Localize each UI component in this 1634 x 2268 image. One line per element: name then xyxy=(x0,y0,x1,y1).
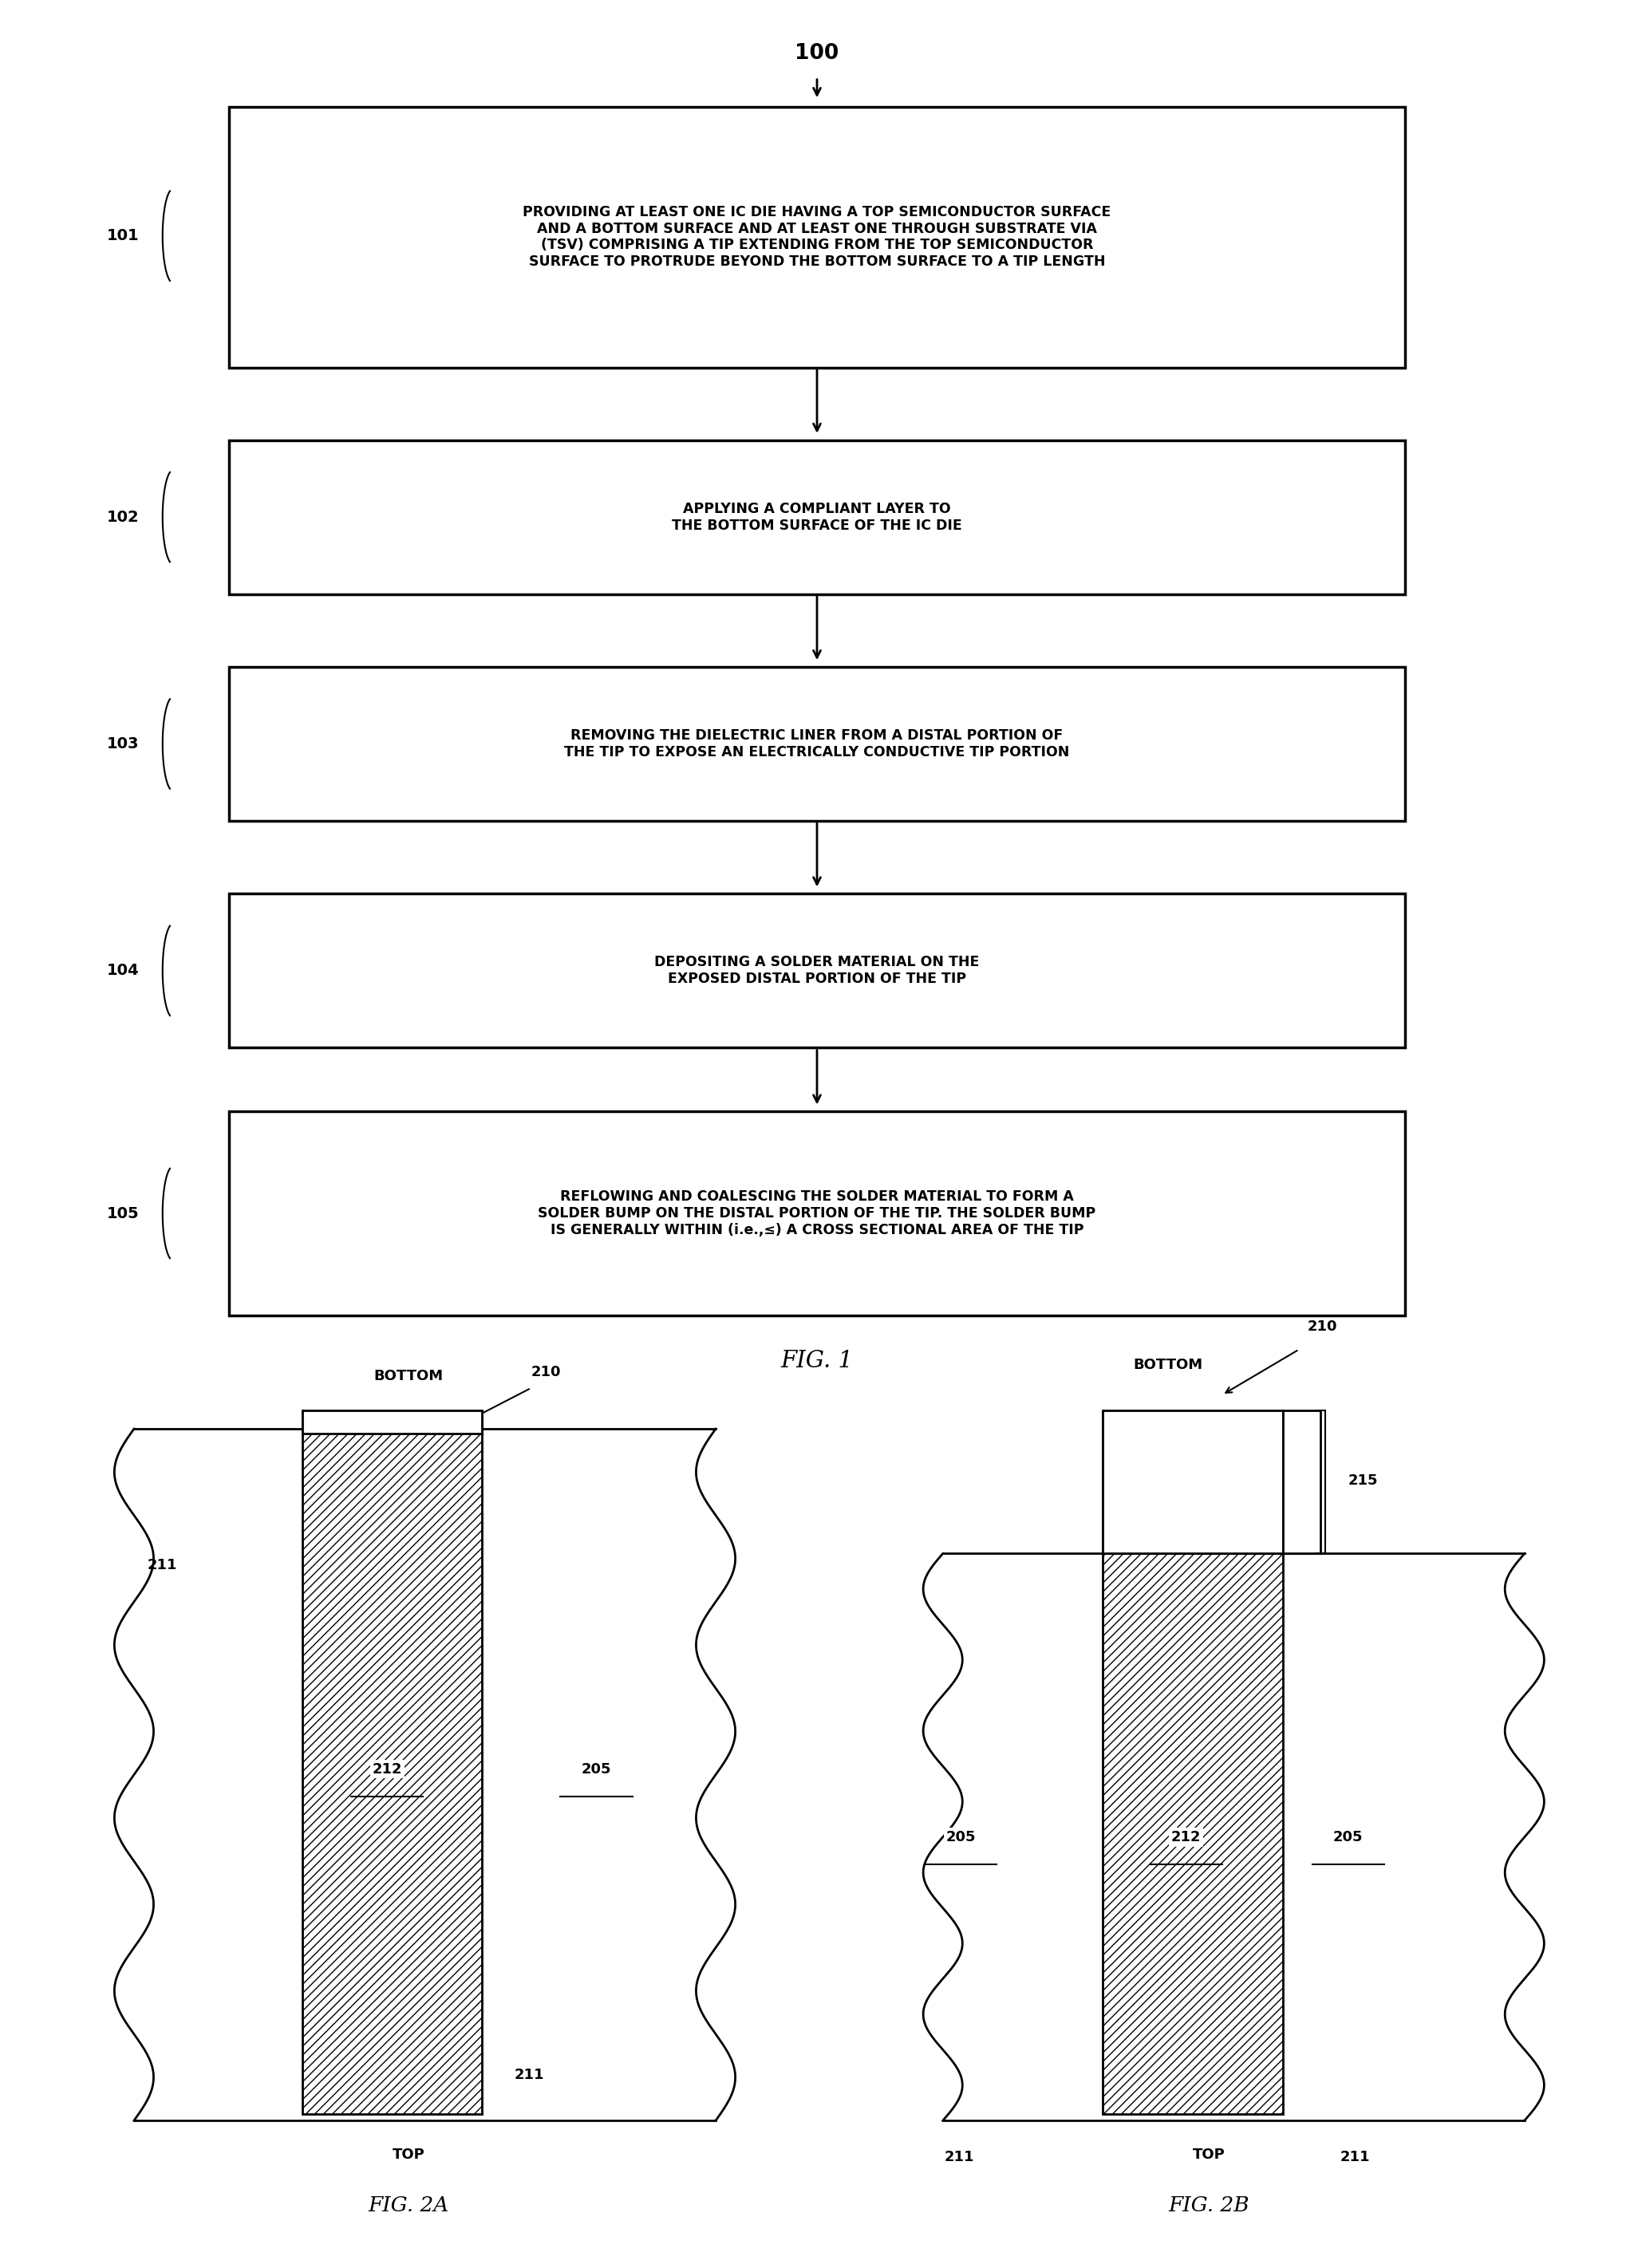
Text: TOP: TOP xyxy=(392,2148,425,2161)
Text: 105: 105 xyxy=(106,1207,139,1220)
Bar xyxy=(302,1411,482,2114)
Bar xyxy=(1103,1411,1283,2114)
Bar xyxy=(943,1554,1525,2121)
Text: 102: 102 xyxy=(106,510,139,524)
Text: 211: 211 xyxy=(944,2150,974,2164)
Text: FIG. 1: FIG. 1 xyxy=(781,1349,853,1372)
Text: 210: 210 xyxy=(531,1365,560,1379)
Text: BOTTOM: BOTTOM xyxy=(1134,1359,1203,1372)
Text: 212: 212 xyxy=(1172,1830,1201,1844)
Text: FIG. 2B: FIG. 2B xyxy=(1168,2195,1250,2216)
Text: 211: 211 xyxy=(147,1558,176,1572)
Text: REMOVING THE DIELECTRIC LINER FROM A DISTAL PORTION OF
THE TIP TO EXPOSE AN ELEC: REMOVING THE DIELECTRIC LINER FROM A DIS… xyxy=(564,728,1070,760)
Bar xyxy=(229,440,1405,594)
Text: APPLYING A COMPLIANT LAYER TO
THE BOTTOM SURFACE OF THE IC DIE: APPLYING A COMPLIANT LAYER TO THE BOTTOM… xyxy=(672,501,962,533)
Text: 101: 101 xyxy=(106,229,139,243)
Bar xyxy=(229,667,1405,821)
Text: 211: 211 xyxy=(515,2068,544,2082)
Text: 205: 205 xyxy=(1333,1830,1363,1844)
Bar xyxy=(302,1411,482,1433)
Text: PROVIDING AT LEAST ONE IC DIE HAVING A TOP SEMICONDUCTOR SURFACE
AND A BOTTOM SU: PROVIDING AT LEAST ONE IC DIE HAVING A T… xyxy=(523,204,1111,270)
Text: 100: 100 xyxy=(796,43,838,64)
Text: 215: 215 xyxy=(1348,1474,1377,1488)
Text: 205: 205 xyxy=(582,1762,611,1776)
Text: 104: 104 xyxy=(106,964,139,978)
Bar xyxy=(1103,1411,1283,1554)
Bar xyxy=(1283,1411,1320,1554)
Text: 103: 103 xyxy=(106,737,139,751)
Text: DEPOSITING A SOLDER MATERIAL ON THE
EXPOSED DISTAL PORTION OF THE TIP: DEPOSITING A SOLDER MATERIAL ON THE EXPO… xyxy=(655,955,979,987)
Bar xyxy=(229,1111,1405,1315)
Text: REFLOWING AND COALESCING THE SOLDER MATERIAL TO FORM A
SOLDER BUMP ON THE DISTAL: REFLOWING AND COALESCING THE SOLDER MATE… xyxy=(538,1191,1096,1236)
Text: BOTTOM: BOTTOM xyxy=(374,1370,443,1383)
Text: TOP: TOP xyxy=(1193,2148,1226,2161)
Bar xyxy=(229,107,1405,367)
Text: 211: 211 xyxy=(1340,2150,1369,2164)
Bar xyxy=(229,894,1405,1048)
Bar xyxy=(134,1429,716,2121)
Text: 205: 205 xyxy=(946,1830,975,1844)
Text: 212: 212 xyxy=(373,1762,402,1776)
Text: 210: 210 xyxy=(1307,1320,1337,1334)
Text: FIG. 2A: FIG. 2A xyxy=(368,2195,449,2216)
